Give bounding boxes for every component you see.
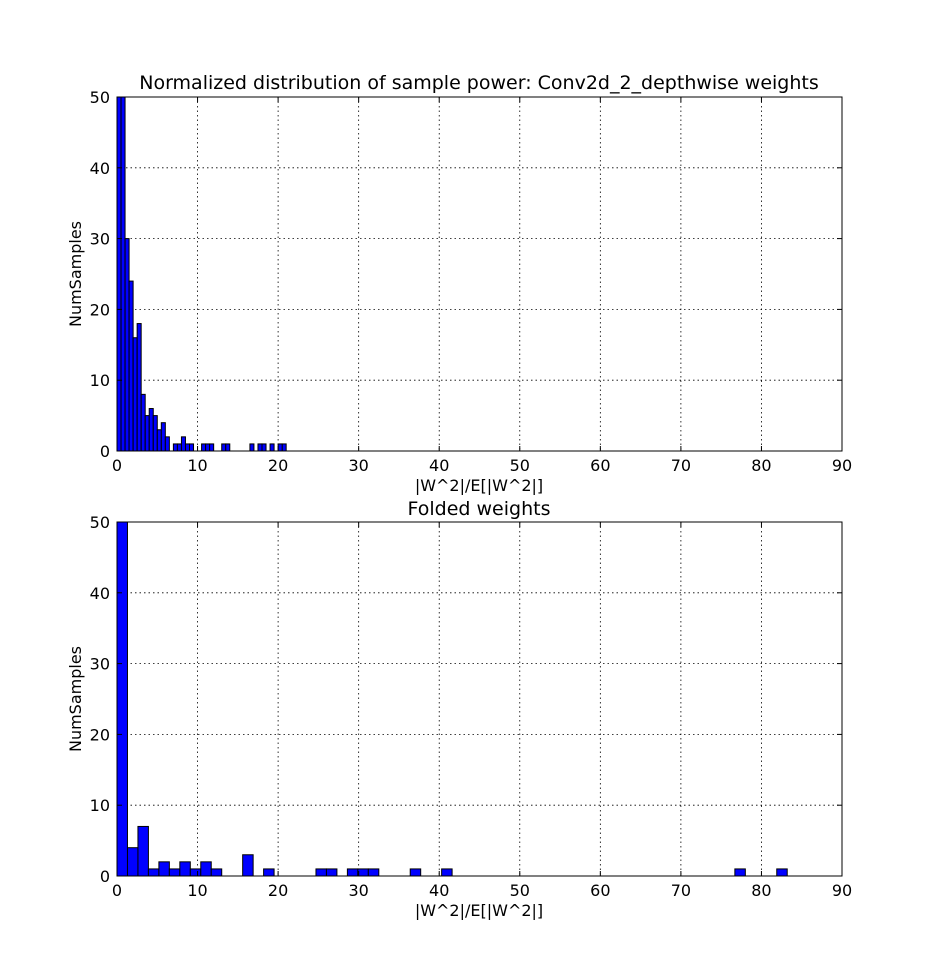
y-tick-label: 50 (90, 88, 110, 107)
axis-ticks: 0 10 20 30 40 50 60 70 80 90 0 10 20 30 40 50 (90, 513, 853, 900)
histogram-bar (210, 868, 223, 877)
histogram-bar (281, 443, 287, 452)
histogram-bar (189, 443, 195, 452)
x-tick-label: 50 (510, 456, 530, 475)
x-tick-label: 30 (348, 456, 368, 475)
histogram-bar (200, 861, 212, 877)
x-tick-label: 70 (671, 456, 691, 475)
histogram-bar (160, 422, 166, 452)
histogram-folded-weights: Folded weights 0 10 20 30 40 50 60 70 80 90 0 10 20 3… (66, 498, 852, 920)
x-tick-label: 10 (187, 881, 207, 900)
x-tick-label: 40 (429, 456, 449, 475)
histogram-bar (249, 443, 255, 452)
y-tick-label: 0 (100, 442, 110, 461)
y-tick-label: 0 (100, 867, 110, 886)
x-tick-label: 30 (348, 881, 368, 900)
histogram-bar (225, 443, 231, 452)
histogram-bar (205, 443, 211, 452)
histogram-bar (120, 96, 126, 452)
histogram-bar (277, 443, 283, 452)
histogram-bar (152, 415, 158, 452)
histogram-bar (140, 393, 146, 452)
histogram-bar (269, 443, 275, 452)
histogram-bar (734, 868, 746, 877)
x-tick-label: 80 (751, 881, 771, 900)
x-tick-label: 50 (510, 881, 530, 900)
histogram-bar (172, 443, 178, 452)
y-tick-label: 10 (90, 796, 110, 815)
histogram-bar (164, 436, 170, 452)
histogram-bar (367, 868, 380, 877)
plot-frame (116, 96, 843, 452)
histogram-bar (257, 443, 263, 452)
histogram-bar (128, 280, 134, 452)
histogram-bar (179, 861, 191, 877)
histogram-bar (180, 436, 186, 452)
histogram-bar (261, 443, 267, 452)
histogram-bar (346, 868, 359, 877)
x-axis-label: |W^2|/E[|W^2|] (415, 476, 543, 495)
histogram-bar (184, 443, 191, 452)
chart-title: Normalized distribution of sample power:… (139, 72, 819, 94)
x-tick-label: 60 (590, 881, 610, 900)
y-axis-label: NumSamples (66, 221, 85, 327)
histogram-bar (357, 868, 369, 877)
histogram-bar (136, 323, 142, 452)
y-tick-label: 50 (90, 513, 110, 532)
histogram-bar (189, 868, 202, 877)
x-tick-label: 90 (832, 881, 852, 900)
histogram-bar (209, 443, 215, 452)
x-tick-label: 0 (112, 881, 122, 900)
plot-frame (116, 521, 843, 877)
histogram-sample-power: Normalized distribution of sample power:… (66, 72, 852, 495)
histogram-bar (168, 868, 181, 877)
x-tick-label: 20 (268, 456, 288, 475)
y-axis-label: NumSamples (66, 646, 85, 752)
histogram-bar (144, 415, 150, 452)
histogram-bar (221, 443, 227, 452)
histogram-bar (776, 868, 788, 877)
x-tick-label: 0 (112, 456, 122, 475)
y-tick-label: 30 (90, 655, 110, 674)
histogram-bar (441, 868, 453, 877)
histogram-bar (137, 825, 149, 877)
y-tick-label: 20 (90, 725, 110, 744)
histogram-bar (116, 96, 122, 452)
x-tick-label: 90 (832, 456, 852, 475)
chart-title: Folded weights (408, 498, 551, 520)
histogram-bar (148, 408, 154, 452)
histogram-bar (116, 521, 128, 877)
histogram-bar (132, 337, 138, 452)
histogram-bar (158, 861, 170, 877)
histogram-bar (126, 847, 139, 877)
histogram-bar (156, 429, 162, 452)
x-tick-label: 10 (187, 456, 207, 475)
x-tick-label: 70 (671, 881, 691, 900)
grid (117, 522, 842, 876)
grid (117, 97, 842, 451)
histogram-bar (201, 443, 207, 452)
histogram-bar (176, 443, 182, 452)
histogram-bar (315, 868, 327, 877)
x-tick-label: 20 (268, 881, 288, 900)
histogram-bar (124, 238, 130, 452)
x-tick-label: 80 (751, 456, 771, 475)
x-tick-label: 60 (590, 456, 610, 475)
histogram-bar (147, 868, 160, 877)
histogram-bar (263, 868, 275, 877)
y-tick-label: 30 (90, 230, 110, 249)
y-tick-label: 10 (90, 371, 110, 390)
y-tick-label: 20 (90, 300, 110, 319)
histogram-bar (325, 868, 338, 877)
histogram-bar (242, 854, 254, 877)
y-tick-label: 40 (90, 584, 110, 603)
y-tick-label: 40 (90, 159, 110, 178)
axis-ticks: 0 10 20 30 40 50 60 70 80 90 0 10 20 30 40 50 (90, 88, 853, 475)
x-tick-label: 40 (429, 881, 449, 900)
x-axis-label: |W^2|/E[|W^2|] (415, 901, 543, 920)
histogram-bar (409, 868, 422, 877)
